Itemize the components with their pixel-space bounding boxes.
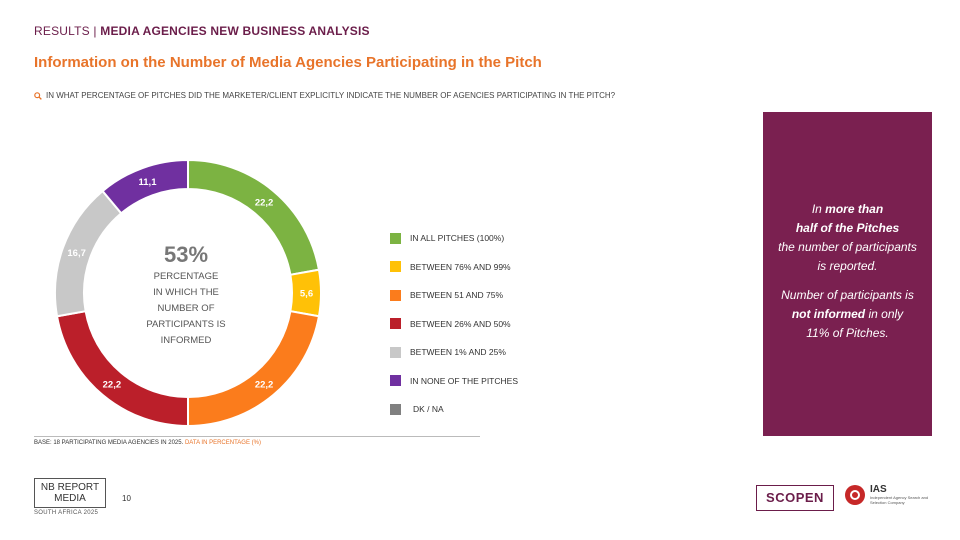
legend-swatch [390,232,401,244]
chart-legend: IN ALL PITCHES (100%) BETWEEN 76% AND 99%… [390,232,518,432]
legend-swatch [390,289,401,301]
slice-value-label: 22,2 [255,198,274,209]
legend-label: BETWEEN 51 AND 75% [410,290,504,300]
nb-logo-line1: NB REPORT [40,482,100,493]
legend-label: IN ALL PITCHES (100%) [410,233,505,243]
donut-slice [54,189,123,318]
donut-slice [101,158,189,215]
callout-p2-b: not informed [791,307,866,321]
footnote-divider [34,436,480,437]
section-header: RESULTS | MEDIA AGENCIES NEW BUSINESS AN… [34,24,370,38]
legend-item: IN ALL PITCHES (100%) [390,232,518,244]
center-value: 53% [164,242,208,267]
question-line: IN WHAT PERCENTAGE OF PITCHES DID THE MA… [34,91,615,100]
legend-item: BETWEEN 1% AND 25% [390,346,518,358]
callout-p2-d: 11% of Pitches. [806,326,889,340]
nb-logo-sub: SOUTH AFRICA 2025 [34,510,99,516]
legend-label: DK / NA [413,404,444,414]
slice-value-label: 16,7 [67,248,86,259]
legend-label: BETWEEN 26% AND 50% [410,318,511,329]
legend-item: BETWEEN 51 AND 75% [390,289,518,301]
scopen-logo: SCOPEN [756,485,834,511]
legend-swatch [390,403,401,415]
callout-p2-c: in only [865,307,904,321]
donut-chart: 22,2 5,6 22,2 22,2 16,7 11,1 53% PERCENTAGE I… [54,158,322,428]
callout-p1-c: half of the Pitches [795,221,900,235]
legend-swatch [390,346,401,358]
nb-report-logo: NB REPORT MEDIA [34,478,106,508]
legend-item: DK / NA [390,403,518,415]
callout-p1-a: In [811,202,826,216]
slice-value-label: 22,2 [255,379,274,390]
center-caption-5: INFORMED [161,335,212,346]
subsection-label: MEDIA AGENCIES NEW BUSINESS ANALYSIS [100,24,370,38]
center-caption-3: NUMBER OF [158,303,215,314]
legend-swatch [390,318,401,329]
callout-p1-d: the number of participants [778,240,917,254]
legend-label: IN NONE OF THE PITCHES [410,375,518,386]
donut-slices [54,158,322,428]
footnote-base: BASE: 18 PARTICIPATING MEDIA AGENCIES IN… [34,440,184,446]
search-icon [34,91,42,100]
legend-item: BETWEEN 76% AND 99% [390,261,518,273]
page-title: Information on the Number of Media Agenc… [34,54,542,71]
slice-value-label: 22,2 [103,379,122,390]
center-caption-1: PERCENTAGE [154,271,219,282]
footnote: BASE: 18 PARTICIPATING MEDIA AGENCIES IN… [34,440,261,446]
legend-label: BETWEEN 76% AND 99% [410,261,511,272]
footnote-unit: DATA IN PERCENTAGE (%) [184,440,261,446]
callout-p1-e: is reported. [817,259,878,273]
ias-label: IAS [870,484,887,495]
ias-emblem-icon [845,485,865,505]
center-caption-4: PARTICIPANTS IS [146,319,225,330]
section-label: RESULTS | [34,24,97,38]
legend-swatch [390,261,401,272]
legend-item: IN NONE OF THE PITCHES [390,375,518,387]
slice-value-label: 11,1 [139,177,158,188]
callout-box: In more than half of the Pitches the num… [763,112,932,436]
callout-p1-b: more than [825,202,884,216]
legend-item: BETWEEN 26% AND 50% [390,318,518,330]
center-caption-2: IN WHICH THE [153,287,219,298]
question-text: IN WHAT PERCENTAGE OF PITCHES DID THE MA… [46,91,616,100]
legend-swatch [390,375,401,386]
nb-logo-line2: MEDIA [54,493,86,504]
callout-p2-a: Number of participants is [781,288,914,302]
legend-label: BETWEEN 1% AND 25% [410,347,506,357]
ias-sublabel: Independent Agency Search and Selection … [870,495,929,505]
slice-value-label: 5,6 [300,289,313,300]
donut-value-labels: 22,2 5,6 22,2 22,2 16,7 11,1 [67,177,313,390]
ias-logo: IAS Independent Agency Search and Select… [844,484,930,506]
page-number: 10 [122,494,131,503]
